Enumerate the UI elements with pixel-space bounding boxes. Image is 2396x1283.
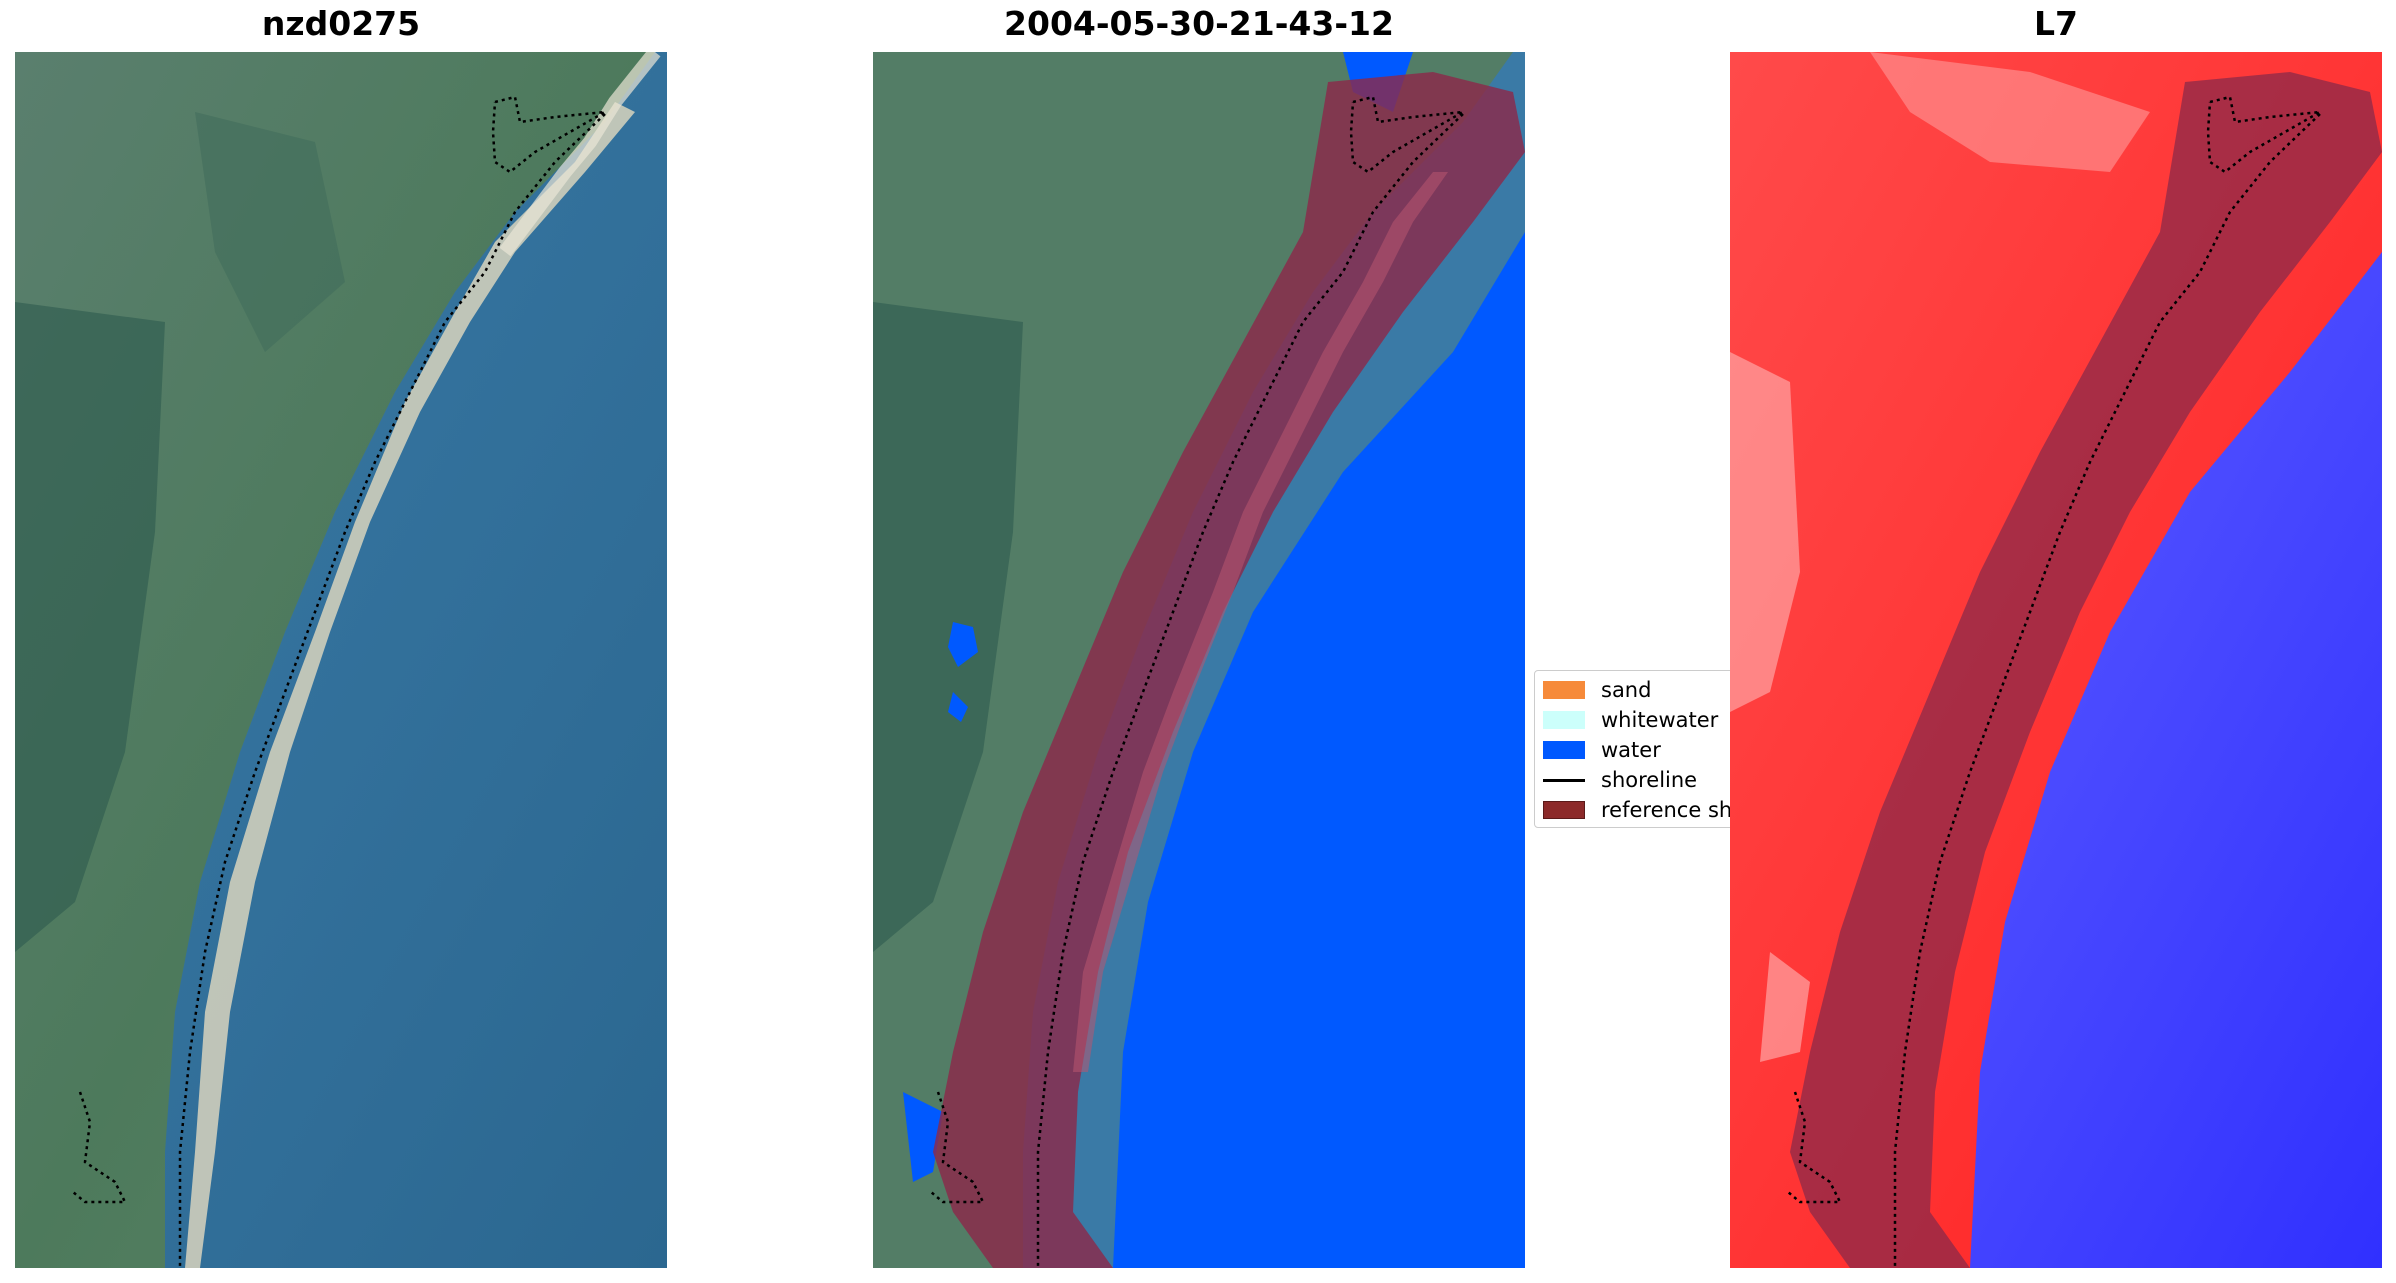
rgb-image — [15, 52, 667, 1268]
lagoon-outline-bottom — [930, 1091, 986, 1204]
legend-swatch-reference — [1543, 801, 1585, 819]
legend-line-shoreline — [1543, 778, 1585, 782]
panel-title-index: L7 — [2034, 4, 2078, 43]
shoreline-dotted — [178, 113, 606, 1268]
water-class-patch — [948, 622, 978, 667]
legend: sand whitewater water shoreline referenc… — [1534, 670, 1736, 828]
legend-label: shoreline — [1601, 768, 1698, 792]
legend-label: sand — [1601, 678, 1652, 702]
legend-swatch-whitewater — [1543, 711, 1585, 729]
legend-label: whitewater — [1601, 708, 1719, 732]
land-area — [15, 52, 655, 1268]
shoreline-dotted — [1036, 113, 1464, 1268]
water-class — [1113, 232, 1525, 1268]
index-image — [1730, 52, 2382, 1268]
index-image-panel — [1730, 52, 2382, 1268]
water-class-patch — [903, 1092, 943, 1182]
dark-vegetation — [15, 302, 165, 952]
lagoon-outline-bottom — [72, 1091, 128, 1204]
classified-image-panel — [873, 52, 1525, 1268]
lagoon-outline-bottom — [1787, 1091, 1843, 1204]
legend-item-whitewater: whitewater — [1543, 707, 1718, 733]
rgb-image-panel — [15, 52, 667, 1268]
legend-label: reference sh — [1601, 798, 1733, 822]
legend-item-shoreline: shoreline — [1543, 767, 1697, 793]
forest-patch — [195, 112, 345, 352]
legend-item-reference: reference sh — [1543, 797, 1732, 823]
legend-swatch-sand — [1543, 681, 1585, 699]
shoreline-dotted — [1893, 113, 2321, 1268]
panel-title-rgb: nzd0275 — [261, 4, 421, 43]
beach-bright — [499, 52, 661, 257]
legend-label: water — [1601, 738, 1661, 762]
pale-patch — [1760, 952, 1810, 1062]
classified-image — [873, 52, 1525, 1268]
pale-patch — [1870, 52, 2150, 172]
dark-vegetation — [873, 302, 1023, 952]
panel-title-classified: 2004-05-30-21-43-12 — [1004, 4, 1394, 43]
legend-swatch-water — [1543, 741, 1585, 759]
legend-item-water: water — [1543, 737, 1661, 763]
reference-shoreline-buffer — [933, 72, 1525, 1268]
pale-patch — [1730, 352, 1800, 712]
legend-item-sand: sand — [1543, 677, 1651, 703]
water-class-patch — [948, 692, 968, 722]
reference-shoreline-buffer — [1790, 72, 2382, 1268]
